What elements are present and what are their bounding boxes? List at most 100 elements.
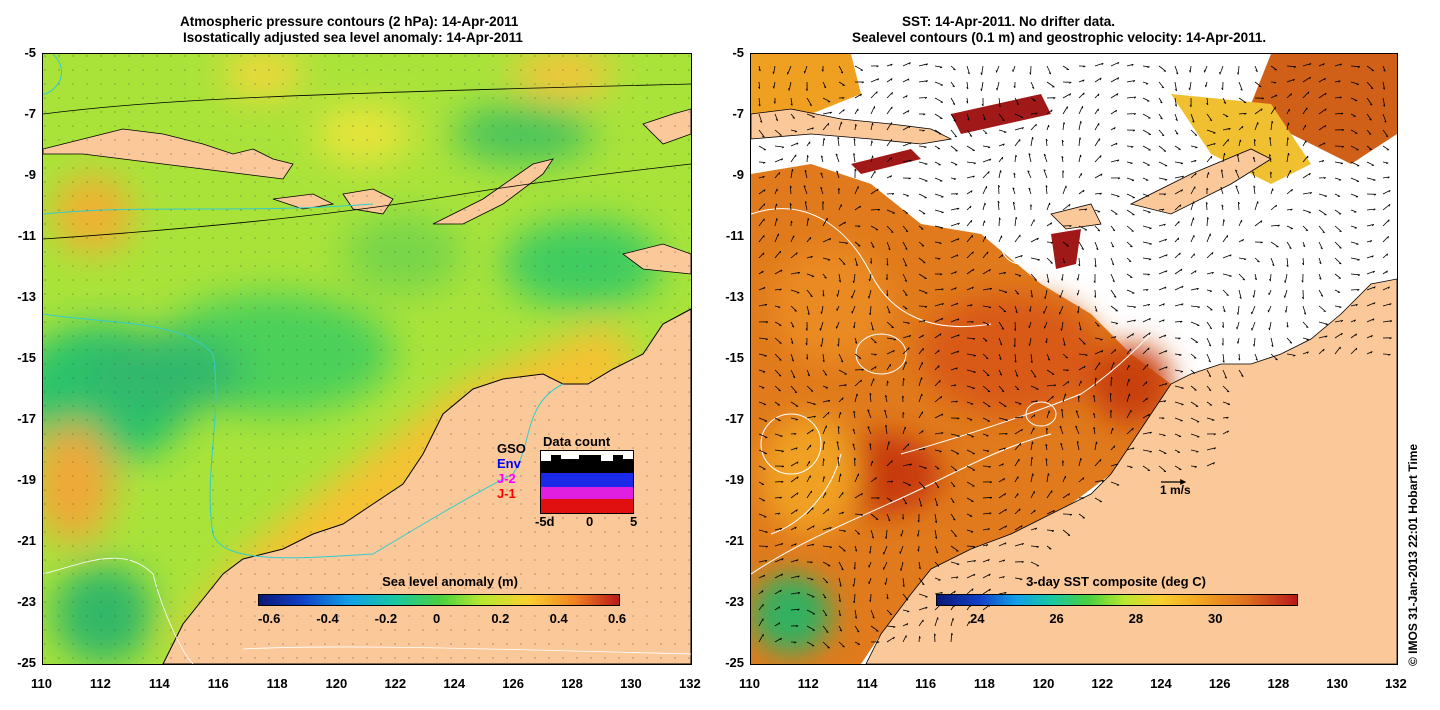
- velocity-arrow-head: [957, 207, 960, 210]
- velocity-arrow: [1078, 337, 1086, 345]
- velocity-arrow: [870, 188, 879, 195]
- velocity-arrow-head: [1241, 375, 1244, 377]
- velocity-arrow-head: [822, 201, 825, 204]
- velocity-arrow: [1334, 112, 1344, 115]
- velocity-arrow-head: [1093, 427, 1096, 430]
- velocity-arrow-head: [1099, 192, 1102, 195]
- velocity-arrow-head: [778, 390, 781, 392]
- velocity-arrow: [838, 369, 847, 375]
- velocity-arrow: [934, 81, 944, 86]
- velocity-arrow: [790, 321, 795, 328]
- velocity-arrow: [1174, 285, 1184, 291]
- velocity-arrow: [852, 443, 856, 451]
- velocity-arrow: [1334, 80, 1341, 83]
- velocity-arrow: [998, 508, 1007, 515]
- velocity-arrow-head: [843, 109, 845, 112]
- velocity-arrow: [806, 236, 812, 243]
- velocity-arrow: [1206, 305, 1213, 311]
- velocity-arrow: [1061, 409, 1064, 419]
- velocity-arrow: [758, 175, 765, 179]
- velocity-arrow-head: [989, 496, 993, 499]
- velocity-arrow: [918, 347, 924, 355]
- velocity-arrow-head: [1130, 162, 1133, 165]
- velocity-arrow-head: [1324, 92, 1327, 96]
- left-y-tick: -23: [17, 594, 36, 609]
- velocity-arrow: [950, 161, 958, 166]
- velocity-arrow-head: [857, 533, 860, 535]
- velocity-arrow-head: [789, 203, 792, 206]
- velocity-arrow-head: [876, 91, 878, 94]
- velocity-arrow: [1059, 305, 1064, 315]
- velocity-arrow: [886, 78, 893, 83]
- velocity-arrow-head: [1100, 459, 1102, 462]
- velocity-arrow: [1302, 305, 1307, 315]
- velocity-arrow: [1366, 208, 1376, 211]
- velocity-arrow: [1126, 225, 1134, 232]
- velocity-arrow: [1094, 209, 1101, 213]
- velocity-arrow-head: [781, 573, 784, 577]
- velocity-arrow: [982, 528, 990, 531]
- velocity-arrow-head: [781, 543, 784, 546]
- velocity-arrow-head: [1020, 255, 1023, 258]
- velocity-arrow-head: [1320, 247, 1323, 250]
- velocity-arrow: [1222, 113, 1229, 117]
- velocity-arrow-head: [1079, 328, 1082, 331]
- velocity-arrow-head: [984, 220, 986, 223]
- velocity-arrow: [1014, 476, 1019, 483]
- velocity-arrow: [1334, 289, 1341, 293]
- velocity-arrow: [1206, 271, 1214, 275]
- velocity-arrow-head: [1147, 303, 1151, 306]
- velocity-arrow-head: [1148, 318, 1151, 321]
- velocity-arrow-head: [888, 441, 890, 444]
- velocity-arrow: [822, 238, 831, 243]
- velocity-arrow-head: [1112, 427, 1114, 431]
- velocity-arrow: [886, 92, 893, 99]
- velocity-arrow-head: [1207, 217, 1209, 220]
- velocity-arrow-head: [1132, 129, 1136, 132]
- velocity-arrow-head: [823, 476, 826, 479]
- velocity-arrow: [822, 476, 825, 483]
- velocity-arrow: [804, 201, 808, 211]
- velocity-arrow: [1222, 385, 1230, 393]
- velocity-arrow: [918, 80, 928, 83]
- velocity-arrow: [1126, 427, 1134, 435]
- velocity-arrow: [836, 321, 840, 329]
- velocity-arrow-head: [904, 264, 907, 267]
- velocity-arrow: [854, 93, 862, 99]
- velocity-arrow: [918, 497, 923, 507]
- velocity-arrow-head: [1357, 259, 1360, 261]
- velocity-arrow: [1030, 123, 1037, 131]
- velocity-arrow: [950, 81, 955, 88]
- velocity-arrow: [1302, 241, 1306, 247]
- velocity-arrow: [1046, 202, 1050, 211]
- velocity-arrow: [1142, 225, 1152, 229]
- velocity-arrow-head: [922, 334, 924, 337]
- velocity-arrow-head: [1192, 120, 1195, 123]
- velocity-arrow: [1158, 433, 1166, 436]
- velocity-arrow: [804, 65, 808, 74]
- velocity-arrow-head: [1226, 390, 1230, 393]
- velocity-arrow: [886, 157, 892, 163]
- velocity-arrow-head: [925, 606, 928, 610]
- velocity-arrow: [1238, 238, 1244, 243]
- velocity-arrow: [1206, 233, 1211, 243]
- velocity-arrow-head: [1111, 245, 1114, 248]
- velocity-arrow: [1126, 364, 1130, 371]
- velocity-arrow-head: [841, 568, 844, 571]
- velocity-arrow: [1334, 161, 1343, 164]
- velocity-arrow: [934, 333, 942, 339]
- velocity-arrow: [1158, 350, 1168, 355]
- velocity-arrow: [790, 543, 797, 547]
- velocity-arrow: [1030, 289, 1033, 298]
- velocity-arrow: [838, 641, 845, 648]
- velocity-arrow-head: [1061, 156, 1064, 159]
- velocity-arrow-head: [1180, 371, 1184, 373]
- velocity-arrow: [758, 235, 765, 243]
- velocity-arrow-head: [1238, 201, 1240, 205]
- velocity-arrow: [902, 241, 908, 250]
- velocity-arrow-head: [1325, 335, 1328, 338]
- velocity-arrow: [1270, 94, 1278, 99]
- velocity-arrow-head: [1093, 412, 1096, 416]
- velocity-arrow: [1252, 171, 1256, 179]
- velocity-arrow-head: [1149, 451, 1152, 453]
